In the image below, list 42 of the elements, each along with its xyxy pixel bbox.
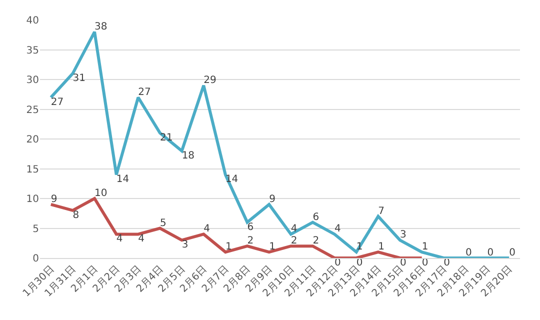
data-label: 1 xyxy=(269,242,276,253)
data-label: 9 xyxy=(269,194,276,205)
y-tick-label: 20 xyxy=(26,134,39,146)
data-label: 0 xyxy=(509,248,516,258)
y-tick-label: 40 xyxy=(26,16,39,26)
data-label: 4 xyxy=(116,234,123,245)
data-label: 31 xyxy=(72,73,86,84)
y-tick-label: 25 xyxy=(26,104,39,116)
data-label: 1 xyxy=(225,242,232,253)
data-label: 3 xyxy=(182,240,188,251)
line-series xyxy=(49,30,511,258)
data-label: 2 xyxy=(247,236,254,247)
y-tick-label: 5 xyxy=(32,224,39,235)
data-label: 29 xyxy=(204,74,216,86)
y-tick-label: 15 xyxy=(26,164,39,176)
data-label: 2 xyxy=(312,236,320,247)
data-label: 5 xyxy=(160,218,166,229)
data-label: 1 xyxy=(422,242,428,253)
data-label: 1 xyxy=(378,242,385,253)
data-label: 14 xyxy=(116,174,130,186)
data-label: 0 xyxy=(465,248,472,258)
y-tick-label: 30 xyxy=(26,75,39,86)
data-label: 8 xyxy=(72,210,80,221)
data-label: 18 xyxy=(182,150,195,162)
data-label: 4 xyxy=(290,224,298,235)
data-label: 9 xyxy=(50,194,58,205)
data-label: 27 xyxy=(138,86,151,98)
data-label: 4 xyxy=(334,224,341,235)
data-label: 38 xyxy=(94,21,108,32)
data-label: 3 xyxy=(400,230,406,241)
y-tick-label: 0 xyxy=(32,254,39,264)
y-tick-label: 10 xyxy=(26,194,39,205)
data-label: 6 xyxy=(312,212,320,223)
data-label: 6 xyxy=(247,222,254,233)
data-label: 10 xyxy=(94,188,108,199)
data-label: 0 xyxy=(487,248,494,258)
data-label: 2 xyxy=(290,236,298,247)
y-tick-label: 35 xyxy=(26,45,39,56)
data-label: 27 xyxy=(50,96,64,108)
data-label: 4 xyxy=(204,224,210,235)
data-label: 4 xyxy=(138,234,145,245)
data-label: 7 xyxy=(378,206,385,217)
